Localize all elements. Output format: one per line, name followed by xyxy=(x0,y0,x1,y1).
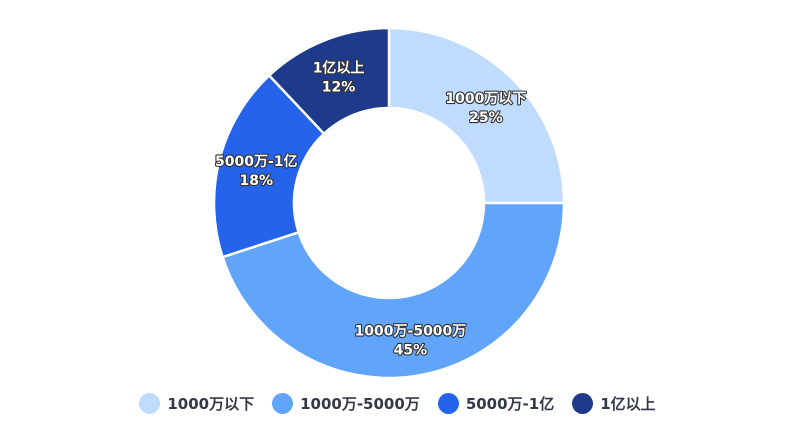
legend-label: 1亿以上 xyxy=(600,395,656,413)
legend-item-0[interactable]: 1000万以下 xyxy=(139,393,254,414)
legend-swatch xyxy=(572,393,594,414)
slice-label-0: 1000万以下 25% xyxy=(445,91,526,126)
slice-labels: 1000万以下 25%1000万-5000万 45%5000万-1亿 18%1亿以上 1… xyxy=(214,59,528,360)
slice-3[interactable] xyxy=(267,26,391,136)
slice-label-name: 1000万以下 xyxy=(445,91,526,107)
slice-label-name: 5000万-1亿 xyxy=(215,153,298,170)
slice-label-1: 1000万-5000万 45% xyxy=(355,323,467,358)
donut-slices xyxy=(212,26,566,380)
legend-item-3[interactable]: 1亿以上 xyxy=(572,393,656,414)
slice-label-3: 1亿以上 12% xyxy=(313,60,365,96)
slice-label-name: 1000万-5000万 xyxy=(355,323,467,339)
slice-label-percent: 18% xyxy=(240,173,274,189)
legend-item-1[interactable]: 1000万-5000万 xyxy=(272,393,420,414)
legend-swatch xyxy=(139,393,161,414)
slice-label-percent: 25% xyxy=(469,110,503,126)
legend-swatch xyxy=(272,393,294,414)
slice-label-percent: 12% xyxy=(322,80,356,96)
slice-1[interactable] xyxy=(220,201,566,380)
slice-label-2: 5000万-1亿 18% xyxy=(215,153,298,189)
chart-legend: 1000万以下 1000万-5000万 5000万-1亿 1亿以上 xyxy=(0,393,795,414)
legend-label: 5000万-1亿 xyxy=(465,395,555,413)
slice-label-name: 1亿以上 xyxy=(313,60,365,77)
legend-label: 1000万-5000万 xyxy=(300,395,420,413)
legend-swatch xyxy=(437,393,459,414)
slice-0[interactable] xyxy=(387,26,566,205)
slice-label-percent: 45% xyxy=(394,342,428,358)
legend-item-2[interactable]: 5000万-1亿 xyxy=(437,393,555,414)
legend-label: 1000万以下 xyxy=(167,395,255,413)
